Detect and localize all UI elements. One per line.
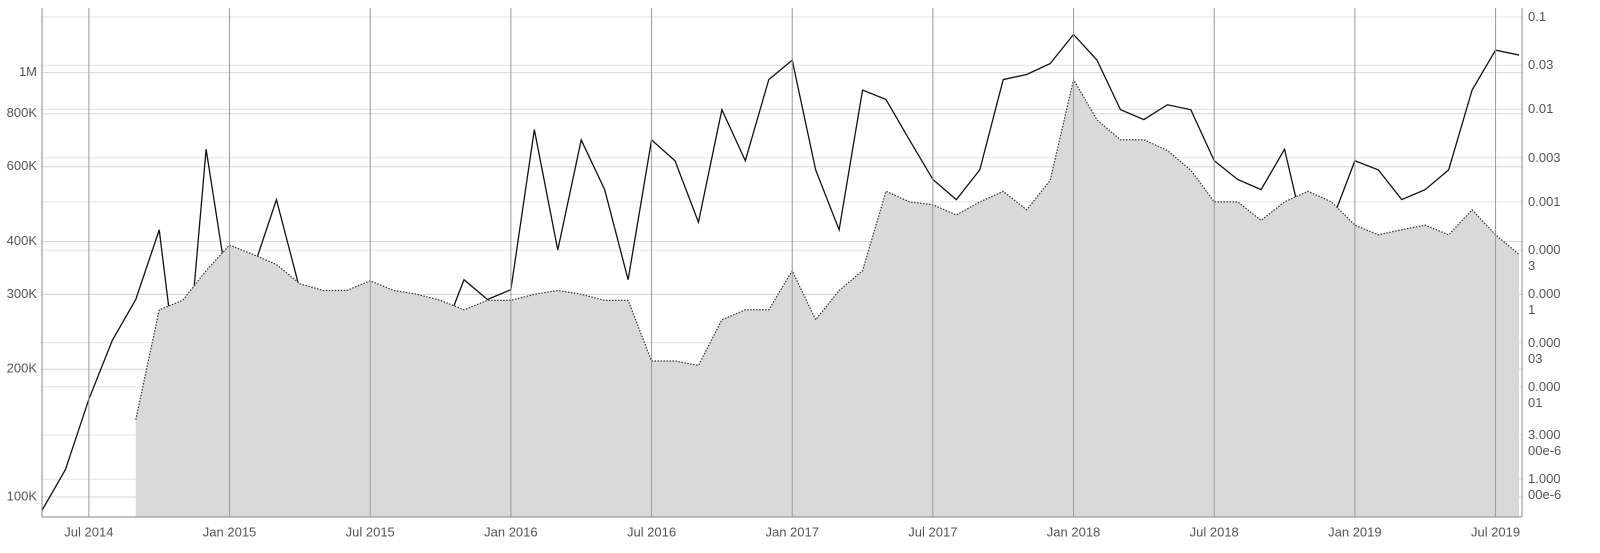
y-tick-label: 800K [7, 105, 38, 120]
y2-tick-label: 0.1 [1528, 8, 1547, 24]
x-tick-label: Jul 2016 [627, 524, 676, 539]
y2-tick-label: 0.0001 [1528, 286, 1561, 318]
x-tick-label: Jan 2016 [484, 524, 538, 539]
x-tick-label: Jul 2017 [908, 524, 957, 539]
series-line [135, 78, 1520, 420]
y-tick-label: 400K [7, 233, 38, 248]
y-tick-label: 300K [7, 286, 38, 301]
x-tick-label: Jul 2019 [1471, 524, 1520, 539]
y2-tick-label: 0.00003 [1528, 334, 1561, 366]
x-tick-label: Jan 2015 [203, 524, 257, 539]
y2-tick-label: 0.01 [1528, 101, 1554, 117]
series-line [41, 33, 1520, 511]
y2-tick-label: 0.003 [1528, 149, 1561, 165]
x-tick-label: Jul 2014 [64, 524, 113, 539]
x-tick-label: Jul 2015 [346, 524, 395, 539]
x-tick-label: Jan 2019 [1328, 524, 1382, 539]
y2-tick-label: 1.00000e-6 [1528, 471, 1562, 503]
y2-tick-label: 0.03 [1528, 57, 1554, 73]
x-tick-label: Jan 2017 [765, 524, 819, 539]
y-tick-label: 1M [19, 64, 37, 79]
y-tick-label: 200K [7, 361, 38, 376]
y-tick-label: 100K [7, 488, 38, 503]
y2-tick-label: 0.00001 [1528, 378, 1561, 410]
y-tick-label: 600K [7, 158, 38, 173]
x-tick-label: Jul 2018 [1190, 524, 1239, 539]
y2-tick-label: 0.001 [1528, 193, 1561, 209]
y2-tick-label: 3.00000e-6 [1528, 427, 1562, 459]
area-fill [135, 79, 1519, 518]
y2-tick-label: 0.0003 [1528, 242, 1561, 274]
x-tick-label: Jan 2018 [1047, 524, 1101, 539]
